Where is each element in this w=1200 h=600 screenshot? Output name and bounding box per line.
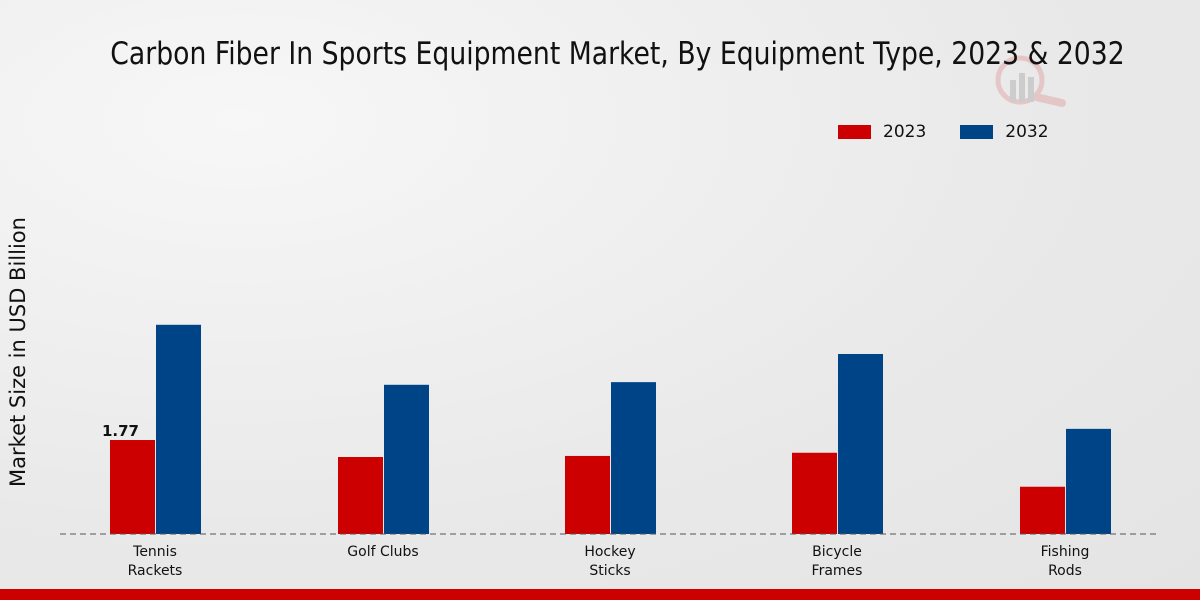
footer-bar (0, 589, 1200, 600)
legend-label: 2032 (1005, 122, 1049, 142)
x-tick-label: Golf Clubs (347, 544, 418, 560)
data-label: 1.77 (102, 422, 139, 440)
x-tick-label: Rackets (128, 563, 183, 579)
bar-2023-0 (110, 440, 155, 534)
x-tick-label: Fishing (1041, 544, 1090, 560)
x-tick-label: Sticks (589, 563, 630, 579)
legend-label: 2023 (883, 122, 927, 142)
x-tick-label: Frames (812, 563, 863, 579)
x-tick-label: Rods (1048, 563, 1082, 579)
legend-swatch (960, 125, 994, 139)
bar-2023-3 (792, 452, 837, 534)
bar-2032-0 (156, 324, 201, 534)
chart-title: Carbon Fiber In Sports Equipment Market,… (110, 36, 1125, 72)
logo-watermark-icon (990, 55, 1070, 119)
legend-item-2032: 2032 (960, 122, 1049, 142)
bar-2023-1 (338, 457, 383, 534)
bar-2023-4 (1020, 486, 1065, 534)
legend-item-2023: 2023 (838, 122, 926, 142)
legend: 2023 2032 (838, 122, 1049, 142)
x-tick-label: Hockey (584, 544, 635, 560)
bar-2032-2 (611, 382, 656, 534)
bar-2032-3 (838, 353, 883, 534)
bar-2032-4 (1066, 428, 1111, 534)
bar-2023-2 (565, 455, 610, 534)
bar-2032-1 (384, 384, 429, 534)
legend-swatch (838, 125, 871, 139)
x-tick-label: Tennis (132, 544, 177, 560)
x-tick-label: Bicycle (812, 544, 862, 560)
